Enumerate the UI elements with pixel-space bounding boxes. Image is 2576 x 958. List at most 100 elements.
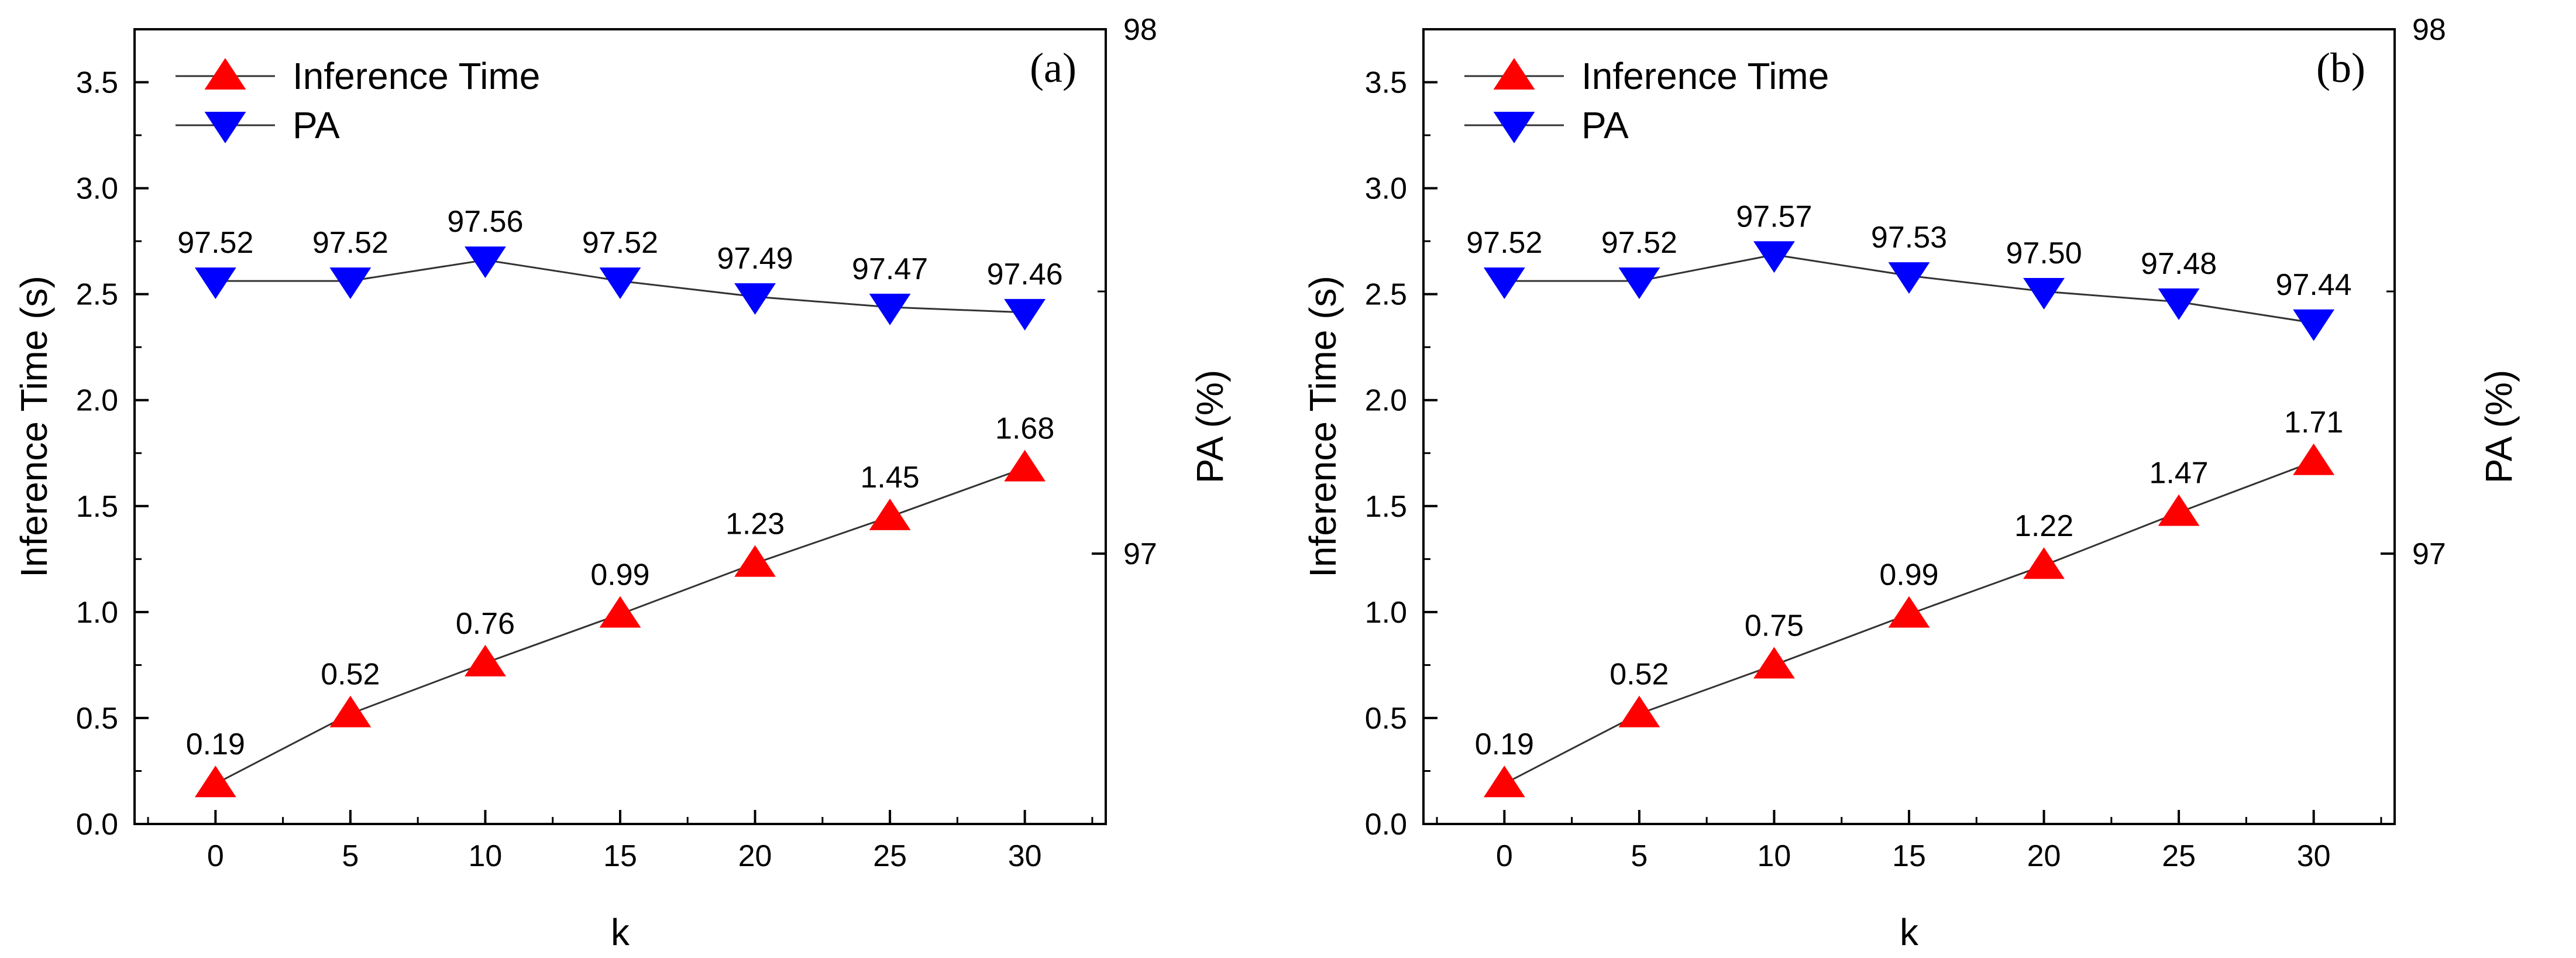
inference-time-data-label: 0.52 — [1609, 658, 1669, 692]
y2-tick-label: 98 — [2412, 13, 2446, 47]
x-tick-label: 20 — [2027, 839, 2061, 873]
inference-time-data-label: 0.76 — [456, 607, 515, 641]
pa-marker — [734, 283, 776, 315]
inference-time-data-label: 0.52 — [321, 658, 380, 692]
x-tick-label: 10 — [469, 839, 503, 873]
y-tick-label: 2.5 — [1365, 278, 1407, 312]
inference-time-data-label: 0.75 — [1745, 609, 1804, 643]
inference-time-marker — [1483, 765, 1525, 798]
pa-legend-marker — [1493, 112, 1535, 143]
pa-marker — [869, 293, 911, 325]
chart-b-svg: 0.0 0.5 1.0 1.5 2.0 2.5 3.0 3.5 97 98 0 5 10 15 20 25 30… — [1302, 13, 2520, 953]
pa-data-label: 97.52 — [582, 226, 658, 260]
inference-time-data-label: 1.23 — [725, 507, 785, 541]
x-tick-label: 10 — [1758, 839, 1791, 873]
x-tick-label: 30 — [1008, 839, 1042, 873]
inference-time-data-label: 0.99 — [1879, 558, 1938, 592]
y-tick-label: 3.5 — [76, 66, 118, 100]
inference-time-legend-marker — [1493, 58, 1535, 90]
pa-marker — [2023, 278, 2065, 310]
inference-time-marker — [599, 596, 641, 628]
pa-data-label: 97.53 — [1871, 221, 1947, 255]
pa-marker — [599, 267, 641, 299]
panel-label: (b) — [2316, 44, 2365, 91]
y-tick-label: 3.5 — [1365, 66, 1407, 100]
y-tick-label: 1.0 — [76, 596, 118, 630]
pa-marker — [1004, 298, 1046, 331]
pa-data-label: 97.49 — [717, 242, 793, 276]
inference-time-legend-marker — [204, 58, 246, 90]
inference-time-data-label: 0.99 — [590, 558, 649, 592]
pa-marker — [1618, 267, 1660, 299]
pa-data-label: 97.57 — [1736, 200, 1812, 234]
x-tick-label: 5 — [342, 839, 359, 873]
y-tick-label: 0.5 — [76, 702, 118, 736]
inference-time-marker — [2023, 547, 2065, 579]
y-tick-label: 0.5 — [1365, 702, 1407, 736]
chart-panel-a: 0.0 0.5 1.0 1.5 2.0 2.5 3.0 3.5 97 98 0 5 10 15 20 25 30… — [0, 0, 1287, 958]
inference-time-data-label: 1.71 — [2284, 406, 2343, 439]
y-axis-title: Inference Time (s) — [1302, 276, 1344, 578]
panel-label: (a) — [1030, 44, 1077, 91]
x-axis-title: k — [611, 911, 630, 953]
pa-marker — [194, 267, 236, 299]
x-tick-label: 20 — [738, 839, 772, 873]
y2-tick-label: 98 — [1123, 13, 1157, 47]
pa-legend-label: PA — [1581, 104, 1629, 146]
y2-tick-label: 97 — [2412, 537, 2446, 571]
y2-axis-title: PA (%) — [1189, 370, 1231, 483]
pa-data-label: 97.50 — [2006, 236, 2082, 270]
pa-data-label: 97.47 — [852, 252, 928, 286]
inference-time-marker — [1618, 695, 1660, 727]
pa-legend-label: PA — [293, 104, 340, 146]
x-tick-label: 15 — [603, 839, 637, 873]
pa-marker — [1888, 262, 1930, 294]
pa-legend-marker — [204, 112, 246, 143]
pa-data-label: 97.56 — [447, 205, 523, 239]
y-tick-label: 3.0 — [1365, 172, 1407, 206]
y-tick-label: 2.5 — [76, 278, 118, 312]
pa-data-label: 97.44 — [2276, 268, 2352, 302]
pa-data-label: 97.52 — [312, 226, 388, 260]
chart-panel-b: 0.0 0.5 1.0 1.5 2.0 2.5 3.0 3.5 97 98 0 5 10 15 20 25 30… — [1289, 0, 2576, 958]
inference-time-marker — [465, 644, 506, 677]
inference-time-data-label: 1.68 — [995, 412, 1054, 446]
x-tick-label: 15 — [1892, 839, 1926, 873]
x-tick-label: 25 — [873, 839, 907, 873]
y-tick-label: 1.5 — [1365, 490, 1407, 524]
inference-time-marker — [194, 765, 236, 798]
pa-marker — [1483, 267, 1525, 299]
pa-data-label: 97.52 — [1601, 226, 1677, 260]
pa-data-label: 97.52 — [1466, 226, 1542, 260]
x-axis-title: k — [1900, 911, 1919, 953]
y-tick-label: 2.0 — [76, 384, 118, 418]
pa-marker — [2293, 309, 2335, 341]
y-tick-label: 2.0 — [1365, 384, 1407, 418]
inference-time-legend-label: Inference Time — [1581, 55, 1829, 97]
plot-frame — [133, 28, 1107, 825]
y-tick-label: 0.0 — [76, 808, 118, 842]
y2-tick-label: 97 — [1123, 537, 1157, 571]
inference-time-marker — [1753, 647, 1795, 679]
pa-marker — [465, 246, 506, 279]
inference-time-marker — [2293, 443, 2335, 475]
inference-time-data-label: 1.47 — [2149, 456, 2209, 490]
y-tick-label: 0.0 — [1365, 808, 1407, 842]
inference-time-marker — [2158, 494, 2200, 526]
x-tick-label: 25 — [2162, 839, 2196, 873]
y-tick-label: 1.0 — [1365, 596, 1407, 630]
inference-time-data-label: 1.45 — [861, 461, 920, 495]
y-tick-label: 1.5 — [76, 490, 118, 524]
x-tick-label: 0 — [1496, 839, 1513, 873]
inference-time-marker — [329, 695, 372, 727]
inference-time-legend-label: Inference Time — [293, 55, 540, 97]
inference-time-marker — [734, 545, 776, 577]
pa-data-label: 97.46 — [987, 257, 1063, 291]
pa-marker — [329, 267, 372, 299]
x-tick-label: 5 — [1631, 839, 1648, 873]
pa-marker — [2158, 288, 2200, 320]
pa-data-label: 97.48 — [2141, 247, 2217, 281]
inference-time-marker — [1004, 449, 1046, 482]
pa-marker — [1753, 241, 1795, 273]
inference-time-data-label: 0.19 — [186, 727, 245, 761]
